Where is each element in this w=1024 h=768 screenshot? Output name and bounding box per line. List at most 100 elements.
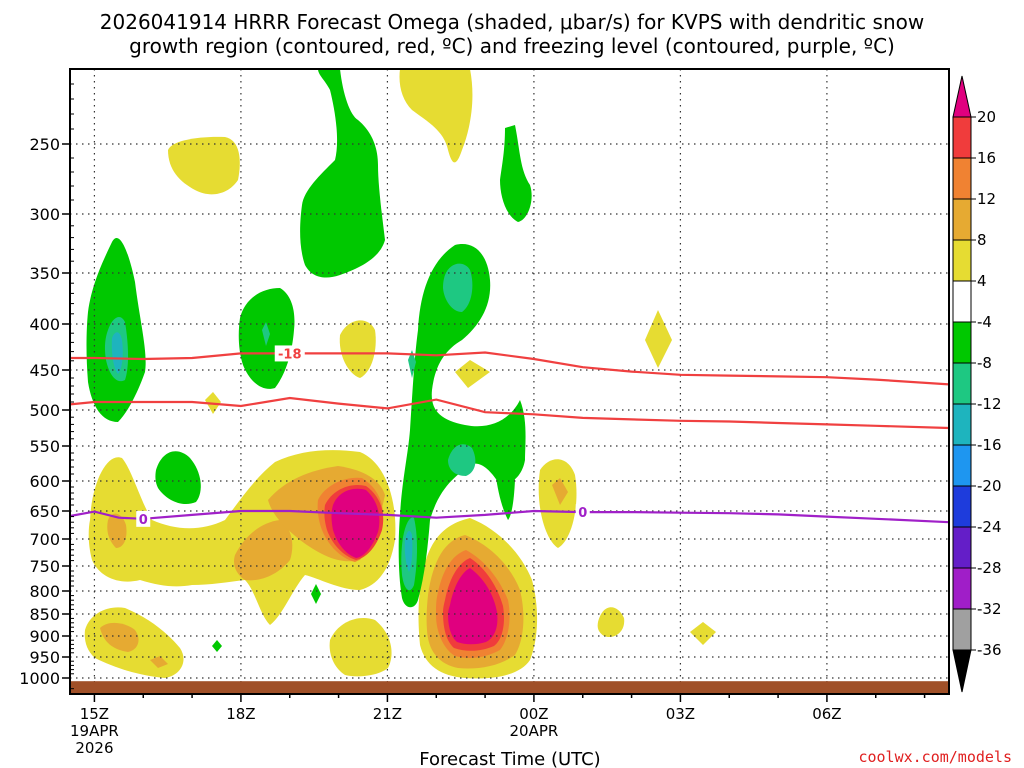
omega-region-yellow-f bbox=[597, 607, 625, 638]
omega-region-teal-b bbox=[262, 322, 270, 346]
colorbar-label: -36 bbox=[977, 641, 1002, 659]
colorbar-label: 16 bbox=[977, 149, 996, 167]
contour-label: -18 bbox=[278, 347, 302, 362]
omega-region-magenta-a bbox=[331, 488, 380, 558]
omega-region-teal-d bbox=[448, 444, 476, 476]
y-tick-label: 1000 bbox=[19, 669, 60, 688]
x-tick-label: 00Z bbox=[519, 705, 548, 723]
x-axis-label: Forecast Time (UTC) bbox=[419, 749, 600, 768]
omega-region-green-dot1 bbox=[311, 584, 321, 604]
chart-title-line2: growth region (contoured, red, ºC) and f… bbox=[129, 34, 895, 58]
omega-region-magenta-b bbox=[448, 568, 498, 645]
colorbar-label: -32 bbox=[977, 600, 1002, 618]
y-tick-label: 750 bbox=[29, 557, 60, 576]
contour-lines: -18 0 0 bbox=[70, 345, 949, 528]
omega-region-green-narrow bbox=[500, 125, 532, 222]
colorbar-band bbox=[952, 280, 972, 323]
colorbar-label: -4 bbox=[977, 313, 992, 331]
colorbar: 20 16 12 8 4 -4 -8 -12 -16 -20 -24 -28 -32 -36 bbox=[952, 75, 1002, 693]
omega-region-yellow-top bbox=[399, 69, 473, 163]
plot-frame bbox=[69, 68, 950, 695]
colorbar-band bbox=[952, 526, 972, 569]
colorbar-label: 8 bbox=[977, 231, 987, 249]
colorbar-label: -12 bbox=[977, 395, 1002, 413]
omega-region-teal-c bbox=[443, 263, 473, 312]
credit-text: coolwx.com/models bbox=[858, 748, 1012, 766]
omega-region-green-small bbox=[155, 451, 201, 505]
omega-region-teal-f bbox=[408, 350, 416, 378]
colorbar-band bbox=[952, 239, 972, 282]
colorbar-band bbox=[952, 444, 972, 487]
x-tick-label: 21Z bbox=[373, 705, 402, 723]
omega-region-gold-e bbox=[100, 622, 139, 652]
x-tick-label: 15Z bbox=[80, 705, 109, 723]
omega-region-cyan-a bbox=[111, 332, 123, 374]
y-tick-label: 400 bbox=[29, 315, 60, 334]
y-tick-label: 950 bbox=[29, 648, 60, 667]
colorbar-band bbox=[952, 485, 972, 528]
y-tick-label: 550 bbox=[29, 437, 60, 456]
contour-dgz-upper bbox=[70, 351, 949, 386]
y-tick-label: 350 bbox=[29, 264, 60, 283]
grid-lines bbox=[70, 69, 949, 694]
y-tick-label: 850 bbox=[29, 605, 60, 624]
colorbar-label: 4 bbox=[977, 272, 987, 290]
surface-ground bbox=[70, 681, 949, 694]
colorbar-top-arrow bbox=[952, 75, 972, 118]
omega-region-yellow-a bbox=[339, 320, 376, 378]
x-tick-year: 2026 bbox=[75, 739, 113, 757]
y-tick-label: 650 bbox=[29, 502, 60, 521]
colorbar-label: -8 bbox=[977, 354, 992, 372]
colorbar-label: -20 bbox=[977, 477, 1002, 495]
colorbar-band bbox=[952, 157, 972, 200]
y-tick-label: 900 bbox=[29, 627, 60, 646]
x-tick-label: 18Z bbox=[226, 705, 255, 723]
contour-label: 0 bbox=[139, 513, 148, 528]
y-tick-label: 700 bbox=[29, 530, 60, 549]
colorbar-label: -28 bbox=[977, 559, 1002, 577]
omega-region-yellow-e bbox=[538, 459, 577, 548]
colorbar-band bbox=[952, 321, 972, 364]
omega-region-gold-f bbox=[150, 656, 168, 668]
omega-region-yellow-ul bbox=[168, 136, 240, 195]
colorbar-band bbox=[952, 403, 972, 446]
contour-label-bg bbox=[136, 510, 151, 527]
omega-region-green-upper bbox=[300, 69, 385, 278]
y-tick-label: 250 bbox=[29, 135, 60, 154]
x-tick-date: 19APR bbox=[70, 722, 119, 740]
contour-freezing-level bbox=[70, 509, 949, 524]
x-tick-date: 20APR bbox=[510, 722, 559, 740]
omega-region-cyan-b bbox=[404, 530, 413, 572]
colorbar-band bbox=[952, 116, 972, 159]
colorbar-band bbox=[952, 198, 972, 241]
omega-region-green-foot bbox=[495, 469, 515, 520]
omega-region-yellow-d bbox=[645, 310, 672, 368]
omega-region-green-dot2 bbox=[212, 640, 222, 652]
contour-label: 0 bbox=[578, 506, 587, 521]
y-axis: 250 300 350 400 450 500 550 600 650 700 750 800 850 9… bbox=[19, 83, 74, 690]
colorbar-band bbox=[952, 362, 972, 405]
colorbar-label: 20 bbox=[977, 108, 996, 126]
colorbar-band bbox=[952, 567, 972, 610]
colorbar-band bbox=[952, 608, 972, 651]
x-tick-label: 06Z bbox=[812, 705, 841, 723]
omega-region-yellow-c bbox=[455, 360, 490, 388]
x-tick-label: 03Z bbox=[666, 705, 695, 723]
contour-label-bg bbox=[274, 345, 305, 362]
omega-region-gold-b bbox=[234, 520, 293, 581]
contour-label-bg bbox=[575, 504, 590, 521]
omega-region-gold-d bbox=[552, 478, 568, 505]
y-tick-label: 600 bbox=[29, 472, 60, 491]
y-tick-label: 300 bbox=[29, 205, 60, 224]
colorbar-label: -24 bbox=[977, 518, 1002, 536]
omega-region-yellow-g bbox=[690, 622, 716, 645]
contour-dgz-lower bbox=[70, 396, 949, 430]
y-tick-label: 450 bbox=[29, 361, 60, 380]
y-tick-label: 800 bbox=[29, 582, 60, 601]
colorbar-bottom-arrow bbox=[952, 649, 972, 693]
y-tick-label: 500 bbox=[29, 401, 60, 420]
colorbar-label: -16 bbox=[977, 436, 1002, 454]
colorbar-label: 12 bbox=[977, 190, 996, 208]
